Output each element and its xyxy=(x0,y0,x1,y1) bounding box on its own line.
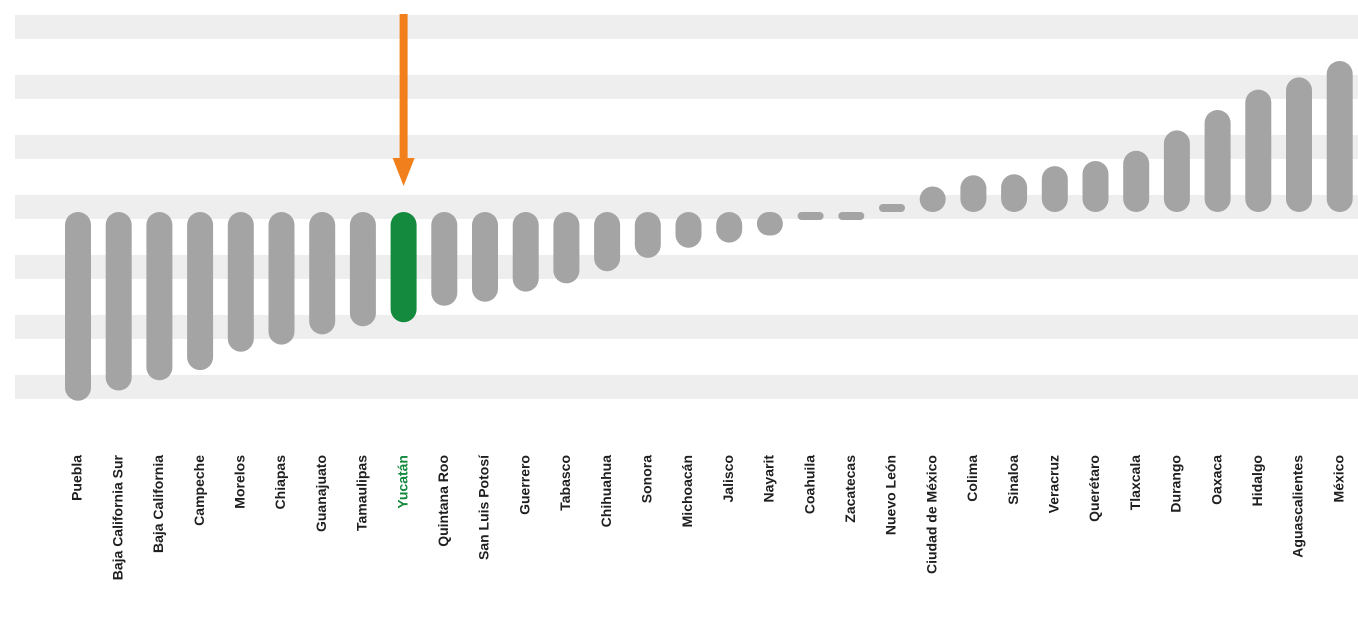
x-tick-label: Zacatecas xyxy=(842,455,858,523)
x-tick-label: Chihuahua xyxy=(598,455,614,528)
x-tick-label: Baja California xyxy=(150,455,166,553)
bar-baja-california xyxy=(146,212,173,381)
x-tick-label: Veracruz xyxy=(1046,455,1062,513)
arrow-shaft xyxy=(399,14,408,162)
bar-quintana-roo xyxy=(431,212,458,306)
highlight-arrow xyxy=(392,14,415,186)
x-tick-label: Ciudad de México xyxy=(923,455,939,574)
bar-campeche xyxy=(187,212,214,371)
bar-baja-california-sur xyxy=(105,212,132,391)
x-tick-label: Oaxaca xyxy=(1208,455,1224,505)
bar-tamaulipas xyxy=(349,212,376,327)
background-band xyxy=(15,135,1358,159)
bar-sonora xyxy=(634,212,661,258)
x-tick-label: Chiapas xyxy=(272,455,288,510)
x-tick-label: Michoacán xyxy=(679,455,695,527)
bar-tabasco xyxy=(553,212,580,284)
x-tick-label: Campeche xyxy=(191,455,207,526)
x-tick-label: Coahuila xyxy=(801,455,817,514)
x-tick-label: Guerrero xyxy=(516,455,532,515)
bar-guerrero xyxy=(512,212,539,292)
x-tick-label: Yucatán xyxy=(394,455,410,509)
bar-chiapas xyxy=(268,212,295,345)
x-tick-labels: Puebla Baja California Sur Baja California… xyxy=(69,454,1347,580)
bar-colima xyxy=(960,175,987,212)
x-tick-label: Morelos xyxy=(232,455,248,509)
x-tick-label: Durango xyxy=(1168,455,1184,513)
bar-ciudad-de-mexico xyxy=(919,186,946,212)
bar-veracruz xyxy=(1041,166,1068,212)
bar-nayarit xyxy=(756,212,783,236)
bar-aguascalientes xyxy=(1286,77,1312,213)
x-tick-label: Aguascalientes xyxy=(1290,455,1306,558)
x-tick-label: Tamaulipas xyxy=(354,455,370,531)
x-tick-label: Tabasco xyxy=(557,455,573,511)
x-tick-label: Nuevo León xyxy=(883,455,899,535)
x-tick-label: Tlaxcala xyxy=(1127,455,1143,510)
x-tick-label: Quintana Roo xyxy=(435,455,451,547)
bar-tlaxcala xyxy=(1123,150,1150,212)
background-band xyxy=(15,15,1358,39)
x-tick-label: Guanajuato xyxy=(313,455,329,532)
bars xyxy=(65,61,1353,401)
x-tick-label: Sinaloa xyxy=(1005,455,1021,505)
x-tick-label: Sonora xyxy=(639,455,655,503)
bar-zacatecas xyxy=(838,212,865,220)
bar-queretaro xyxy=(1082,161,1109,212)
bar-jalisco xyxy=(716,212,743,243)
x-tick-label: San Luis Potosí xyxy=(476,454,492,560)
x-tick-label: México xyxy=(1330,455,1346,502)
background-band xyxy=(15,315,1358,339)
bar-guanajuato xyxy=(309,212,336,335)
bar-hidalgo xyxy=(1245,89,1272,212)
background-bands xyxy=(15,15,1358,399)
background-band xyxy=(15,75,1358,99)
bar-chihuahua xyxy=(594,212,621,272)
bar-yucatan xyxy=(390,212,417,323)
x-tick-label: Colima xyxy=(964,455,980,502)
x-tick-label: Puebla xyxy=(69,455,85,501)
bar-puebla xyxy=(65,212,91,401)
bar-durango xyxy=(1163,130,1190,212)
bar-mexico xyxy=(1326,61,1353,212)
x-tick-label: Querétaro xyxy=(1086,455,1102,522)
bar-san-luis-potosi xyxy=(472,212,498,302)
arrow-head xyxy=(392,158,415,186)
background-band xyxy=(15,255,1358,279)
bar-sinaloa xyxy=(1001,174,1028,212)
bar-nuevo-leon xyxy=(879,204,905,212)
bar-coahuila xyxy=(797,212,824,220)
background-band xyxy=(15,375,1358,399)
bar-morelos xyxy=(227,212,254,352)
x-tick-label: Hidalgo xyxy=(1249,455,1265,506)
bar-oaxaca xyxy=(1204,110,1231,212)
bar-michoacan xyxy=(675,212,702,248)
x-tick-label: Baja California Sur xyxy=(109,454,125,580)
x-tick-label: Jalisco xyxy=(720,455,736,502)
x-tick-label: Nayarit xyxy=(761,455,777,503)
